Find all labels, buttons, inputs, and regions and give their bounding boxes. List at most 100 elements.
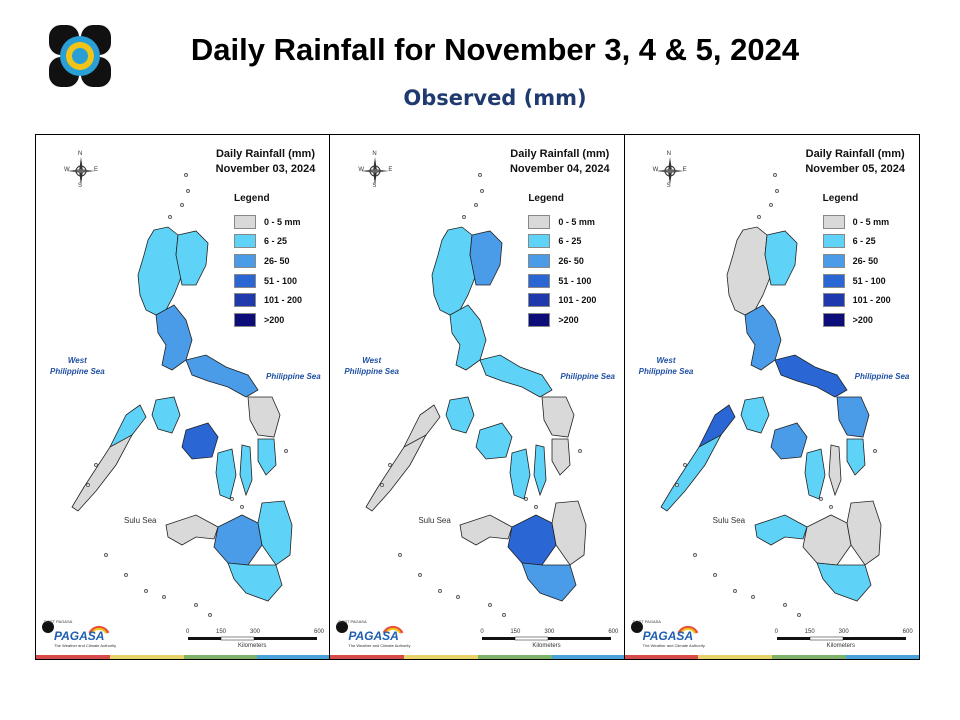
legend-row: >200 [234, 310, 324, 330]
compass-label-n: N [666, 151, 671, 157]
small-island [732, 589, 737, 593]
legend-swatch [822, 293, 845, 308]
legend-row: 0 - 5 mm [822, 212, 913, 232]
scale-bar: 0 150 300 600 Kilometers [775, 629, 913, 655]
legend-swatch [822, 234, 845, 249]
small-island [682, 463, 687, 467]
pagasa-seal-logo [47, 23, 113, 89]
legend-row: 51 - 100 [822, 271, 913, 291]
small-island [692, 553, 697, 557]
small-island [524, 497, 529, 501]
region-panay [770, 422, 808, 460]
sea-label-west: West Philippine Sea [638, 356, 694, 376]
compass-label-s: S [372, 183, 377, 189]
region-panay [475, 422, 513, 460]
legend-swatch [234, 312, 256, 327]
region-samar [541, 396, 575, 438]
scale-bar: 0 150 300 600 Kilometers [186, 629, 324, 655]
legend-row: 101 - 200 [528, 290, 618, 310]
small-island [104, 553, 108, 557]
strip-segment [109, 655, 184, 659]
scale-tick: 150 [510, 629, 521, 635]
strip-segment [183, 655, 258, 659]
panel-date: November 03, 2024 [215, 163, 316, 175]
region-negros [804, 448, 826, 500]
compass-label-w: W [358, 167, 364, 173]
legend-swatch [822, 253, 845, 268]
small-island [284, 449, 288, 453]
legend-title: Legend [822, 193, 859, 204]
panel-title: Daily Rainfall (mm) November 03, 2024 [216, 147, 316, 177]
region-central-mindanao [802, 514, 852, 566]
small-island [474, 203, 479, 207]
legend-swatch [822, 214, 845, 229]
small-island [462, 215, 467, 219]
strip-segment [845, 655, 919, 659]
legend-label: >200 [558, 314, 579, 325]
small-island [712, 573, 717, 577]
legend-row: >200 [822, 310, 913, 330]
color-strip [36, 655, 330, 659]
compass-label-s: S [666, 183, 671, 189]
legend-swatch [234, 293, 256, 308]
pagasa-tagline: The Weather and Climate Authority [54, 643, 117, 648]
region-central-luzon [449, 304, 487, 371]
region-cagayan [469, 230, 503, 286]
small-island [772, 173, 777, 177]
legend-label: 51 - 100 [558, 275, 592, 286]
region-bicol [774, 354, 848, 398]
region-zamboanga [165, 514, 219, 546]
small-island [796, 613, 801, 617]
legend-row: 6 - 25 [234, 232, 324, 252]
small-island [756, 215, 761, 219]
pagasa-name: PAGASA [642, 629, 694, 643]
scale-bar: 0 150 300 600 Kilometers [480, 629, 618, 655]
legend-row: 101 - 200 [822, 290, 913, 310]
legend-swatch [528, 312, 551, 327]
legend-row: 0 - 5 mm [234, 212, 324, 232]
region-leyte [846, 438, 866, 476]
sea-label-east: Philippine Sea [854, 372, 910, 381]
legend-label: >200 [264, 314, 285, 325]
map-legend: Legend 0 - 5 mm 6 - 25 26- 50 51 - 100 101 - … [528, 193, 618, 330]
region-south-mindanao [521, 562, 577, 602]
pagasa-name: PAGASA [54, 629, 105, 643]
strip-segment [698, 655, 773, 659]
pagasa-name: PAGASA [348, 629, 399, 643]
small-island [872, 449, 877, 453]
legend-row: 26- 50 [528, 251, 618, 271]
legend-label: 0 - 5 mm [852, 216, 890, 227]
scale-unit: Kilometers [238, 643, 267, 649]
region-panay [181, 422, 219, 460]
compass-rose-icon: N S W E [358, 151, 392, 189]
strip-segment [36, 655, 110, 659]
sea-label-west: West Philippine Sea [344, 356, 400, 376]
legend-row: 51 - 100 [528, 271, 618, 291]
region-cebu [533, 444, 547, 497]
compass-rose-icon: N S W E [64, 151, 98, 189]
region-south-mindanao [227, 562, 283, 602]
sea-label-south: Sulu Sea [712, 516, 746, 525]
legend-swatch [528, 214, 551, 229]
pagasa-small-label: DOST PAGASA [632, 619, 661, 624]
legend-swatch [234, 253, 256, 268]
panel-heading: Daily Rainfall (mm) [510, 148, 610, 160]
legend-label: 6 - 25 [264, 236, 288, 247]
scale-tick: 0 [186, 629, 190, 635]
legend-title: Legend [528, 193, 564, 204]
legend-label: 51 - 100 [852, 275, 886, 286]
strip-segment [404, 655, 478, 659]
small-island [398, 553, 403, 557]
region-negros [509, 448, 531, 500]
region-east-mindanao [257, 500, 293, 566]
small-island [774, 189, 779, 193]
compass-rose-icon: N S W E [653, 151, 687, 189]
strip-segment [257, 655, 330, 659]
strip-segment [624, 655, 699, 659]
compass-label-e: E [682, 167, 687, 173]
region-mindoro [151, 396, 181, 434]
pagasa-branding: PAGASA The Weather and Climate Authority D… [334, 615, 411, 651]
region-central-mindanao [507, 514, 557, 566]
legend-swatch [822, 273, 845, 288]
small-island [230, 497, 234, 501]
